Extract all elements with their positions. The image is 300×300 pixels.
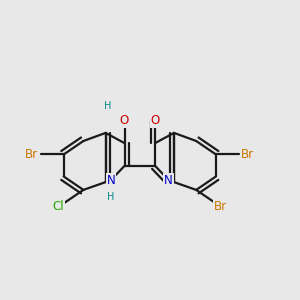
- Text: O: O: [120, 114, 129, 128]
- Text: Br: Br: [214, 200, 227, 213]
- Text: H: H: [104, 101, 112, 112]
- Text: O: O: [151, 114, 160, 128]
- Text: Br: Br: [241, 148, 254, 161]
- Text: N: N: [106, 173, 116, 187]
- Text: Cl: Cl: [53, 200, 64, 213]
- Text: Br: Br: [25, 148, 38, 161]
- Text: N: N: [164, 173, 173, 187]
- Text: H: H: [107, 191, 115, 202]
